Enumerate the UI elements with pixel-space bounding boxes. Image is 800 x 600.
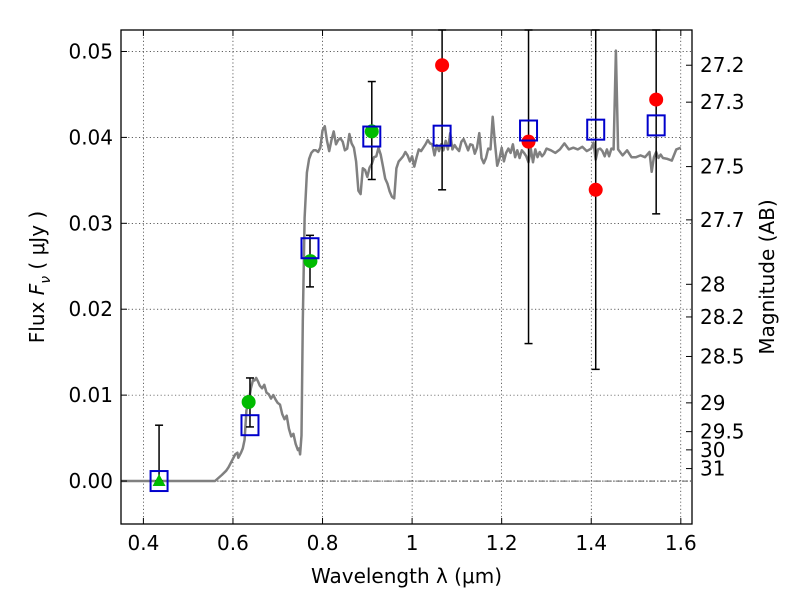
right-tick-label: 31 xyxy=(700,457,725,481)
x-tick-label: 1.2 xyxy=(486,531,518,555)
data-point-photometry-red xyxy=(588,182,603,197)
right-tick-label: 30 xyxy=(700,438,725,462)
right-tick-label: 28.2 xyxy=(700,305,745,329)
right-tick-label: 28 xyxy=(700,272,725,296)
y-axis-label-unit: ( μJy ) xyxy=(25,211,49,276)
right-tick-label: 29.5 xyxy=(700,420,745,444)
right-tick-label: 29 xyxy=(700,391,725,415)
x-tick-label: 1 xyxy=(406,531,419,555)
data-point-upper-limit-green xyxy=(152,474,166,487)
data-point-photometry-green xyxy=(303,254,318,269)
data-point-photometry-green xyxy=(241,395,256,410)
y-axis-ticks: 0.00 0.01 0.02 0.03 0.04 0.05 xyxy=(68,39,127,493)
data-point-model-synthetic xyxy=(149,470,169,493)
data-point-model-synthetic xyxy=(586,118,606,141)
y-axis-label: Flux Fν ( μJy ) xyxy=(25,211,54,343)
x-tick-label: 0.6 xyxy=(217,531,249,555)
data-point-model-synthetic xyxy=(362,125,382,148)
y-axis-label-subscript: ν xyxy=(38,276,54,284)
y-axis-label-symbol: F xyxy=(25,283,49,295)
data-point-model-synthetic xyxy=(646,114,666,137)
right-tick-label: 27.7 xyxy=(700,208,745,232)
spectrum-line xyxy=(121,49,682,483)
x-axis-label: Wavelength λ (μm) xyxy=(311,564,502,588)
x-tick-label: 0.8 xyxy=(307,531,339,555)
y-tick-label: 0.04 xyxy=(68,125,113,149)
y-tick-label: 0.05 xyxy=(68,39,113,63)
y-tick-label: 0.00 xyxy=(68,469,113,493)
y-tick-label: 0.01 xyxy=(68,383,113,407)
error-bars xyxy=(155,29,661,482)
data-point-photometry-red xyxy=(521,134,536,149)
data-point-photometry-red xyxy=(435,58,450,73)
data-point-photometry-green xyxy=(364,124,379,139)
data-point-photometry-red xyxy=(649,92,664,107)
data-markers xyxy=(149,58,666,493)
data-point-model-synthetic xyxy=(300,237,320,260)
x-tick-label: 1.4 xyxy=(575,531,607,555)
data-point-model-synthetic xyxy=(519,119,539,142)
right-tick-label: 27.3 xyxy=(700,90,745,114)
y-axis-label-prefix: Flux xyxy=(25,295,49,343)
right-axis-label: Magnitude (AB) xyxy=(755,199,779,354)
data-point-model-synthetic xyxy=(240,414,260,437)
right-tick-label: 27.5 xyxy=(700,155,745,179)
y-tick-label: 0.02 xyxy=(68,297,113,321)
model-spectrum xyxy=(121,49,682,483)
x-tick-label: 1.6 xyxy=(665,531,697,555)
y-tick-label: 0.03 xyxy=(68,211,113,235)
right-tick-label: 27.2 xyxy=(700,53,745,77)
plot-frame xyxy=(120,29,693,525)
data-point-model-synthetic xyxy=(432,124,452,147)
right-tick-label: 28.5 xyxy=(700,344,745,368)
x-axis-ticks: 0.4 0.6 0.8 1 1.2 1.4 1.6 xyxy=(127,30,697,555)
x-tick-label: 0.4 xyxy=(127,531,159,555)
grid xyxy=(121,30,692,524)
